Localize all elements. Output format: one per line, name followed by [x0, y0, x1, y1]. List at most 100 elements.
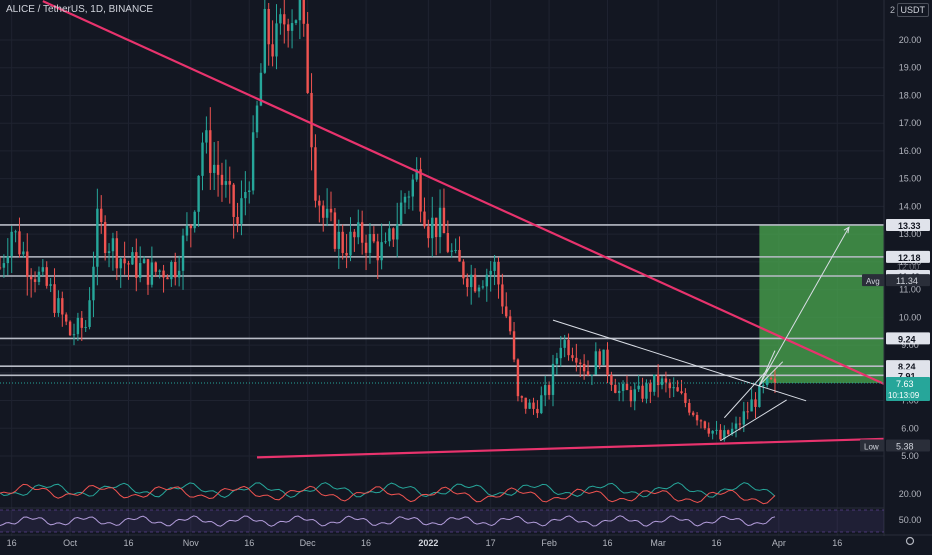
candle-body [201, 142, 204, 176]
candle-body [676, 387, 679, 392]
candle-body [555, 358, 559, 364]
x-tick-label: Apr [772, 538, 786, 548]
avg-value: 11.34 [896, 276, 918, 286]
candle-body [750, 399, 753, 412]
x-tick-label: Mar [650, 538, 666, 548]
y-tick-label: 10.00 [899, 312, 922, 322]
candle-body [532, 402, 535, 409]
candle-body [730, 428, 734, 435]
x-tick-label: 16 [361, 538, 371, 548]
x-tick-label: 16 [832, 538, 842, 548]
candle-body [22, 251, 25, 255]
candle-body [512, 331, 516, 360]
candle-body [454, 249, 457, 251]
oscillator-band [0, 510, 884, 532]
pattern-line-channel-upper[interactable] [723, 365, 772, 419]
candle-body [45, 267, 48, 286]
candle-body [345, 252, 348, 256]
candle-body [53, 284, 56, 313]
candle-body [2, 263, 6, 268]
currency-button[interactable]: USDT [896, 3, 929, 17]
last-price-tag[interactable] [886, 377, 930, 402]
candle-body [590, 374, 594, 376]
candle-body [61, 298, 64, 315]
candle-body [427, 226, 430, 239]
candle-body [294, 20, 298, 24]
candle-body [68, 321, 72, 336]
candle-body [119, 258, 122, 269]
candle-body [349, 231, 352, 256]
candle-body [142, 259, 146, 264]
pattern-line-projection-2[interactable] [758, 350, 776, 386]
x-tick-label: Oct [63, 538, 78, 548]
candle-body [84, 326, 87, 328]
y-tick-label: 13.00 [899, 229, 922, 239]
level-price-label: 12.18 [898, 253, 921, 263]
candle-body [314, 147, 317, 201]
candle-body [614, 384, 617, 393]
pattern-line-projection-3[interactable] [759, 361, 784, 386]
y-tick-label: 16.00 [899, 146, 922, 156]
candle-body [637, 385, 640, 390]
candle-body [528, 402, 531, 409]
candle-body [337, 231, 341, 249]
candle-body [135, 252, 138, 278]
candle-body [672, 387, 675, 389]
candle-body [493, 261, 496, 271]
candle-body [469, 274, 473, 288]
candle-body [431, 217, 434, 239]
pattern-line-falling-wedge-top[interactable] [552, 319, 807, 402]
candle-body [645, 383, 648, 399]
trendline-ascending-support[interactable] [256, 437, 885, 459]
candle-body [64, 314, 68, 322]
candle-body [598, 351, 601, 365]
candle-body [610, 375, 613, 385]
candle-body [41, 267, 45, 272]
level-price-tag[interactable] [886, 332, 930, 345]
candle-body [185, 225, 189, 236]
candle-body [497, 261, 500, 285]
candle-body [691, 412, 695, 415]
y-tick-label: 2 [890, 5, 895, 15]
pattern-line-projection-1[interactable] [758, 226, 850, 386]
candle-body [329, 208, 333, 213]
candle-body [279, 14, 282, 24]
candle-body [594, 351, 598, 375]
candle-body [703, 421, 707, 429]
candle-body [442, 207, 446, 234]
candle-body [189, 225, 193, 229]
x-tick-label: Feb [541, 538, 557, 548]
level-price-tag[interactable] [886, 218, 930, 231]
candle-body [450, 250, 453, 252]
candle-body [411, 179, 415, 197]
candle-body [310, 92, 313, 148]
settings-gear-icon[interactable] [905, 536, 915, 546]
level-price-label: 7.91 [898, 371, 916, 381]
candle-body [232, 184, 235, 217]
candle-body [758, 385, 761, 407]
candle-body [419, 169, 422, 212]
candle-body [92, 266, 95, 301]
trendline-descending-resistance[interactable] [42, 0, 885, 385]
candle-body [415, 169, 418, 180]
candle-body [115, 238, 119, 269]
candle-body [357, 222, 360, 238]
candle-body [205, 130, 208, 143]
level-price-tag[interactable] [886, 360, 930, 373]
candle-body [571, 355, 574, 358]
y-tick-label: 5.00 [901, 451, 919, 461]
oscillator-line [0, 515, 776, 527]
candle-body [72, 334, 76, 336]
level-price-tag[interactable] [886, 250, 930, 263]
symbol-title[interactable]: ALICE / TetherUS, 1D, BINANCE [6, 4, 154, 15]
candle-body [6, 256, 9, 264]
candle-body [660, 378, 664, 386]
candle-body [33, 279, 37, 282]
candle-body [220, 174, 224, 185]
candle-body [423, 211, 426, 227]
candle-body [298, 0, 302, 21]
candle-body [396, 224, 399, 240]
pattern-line-channel-lower[interactable] [720, 399, 787, 442]
